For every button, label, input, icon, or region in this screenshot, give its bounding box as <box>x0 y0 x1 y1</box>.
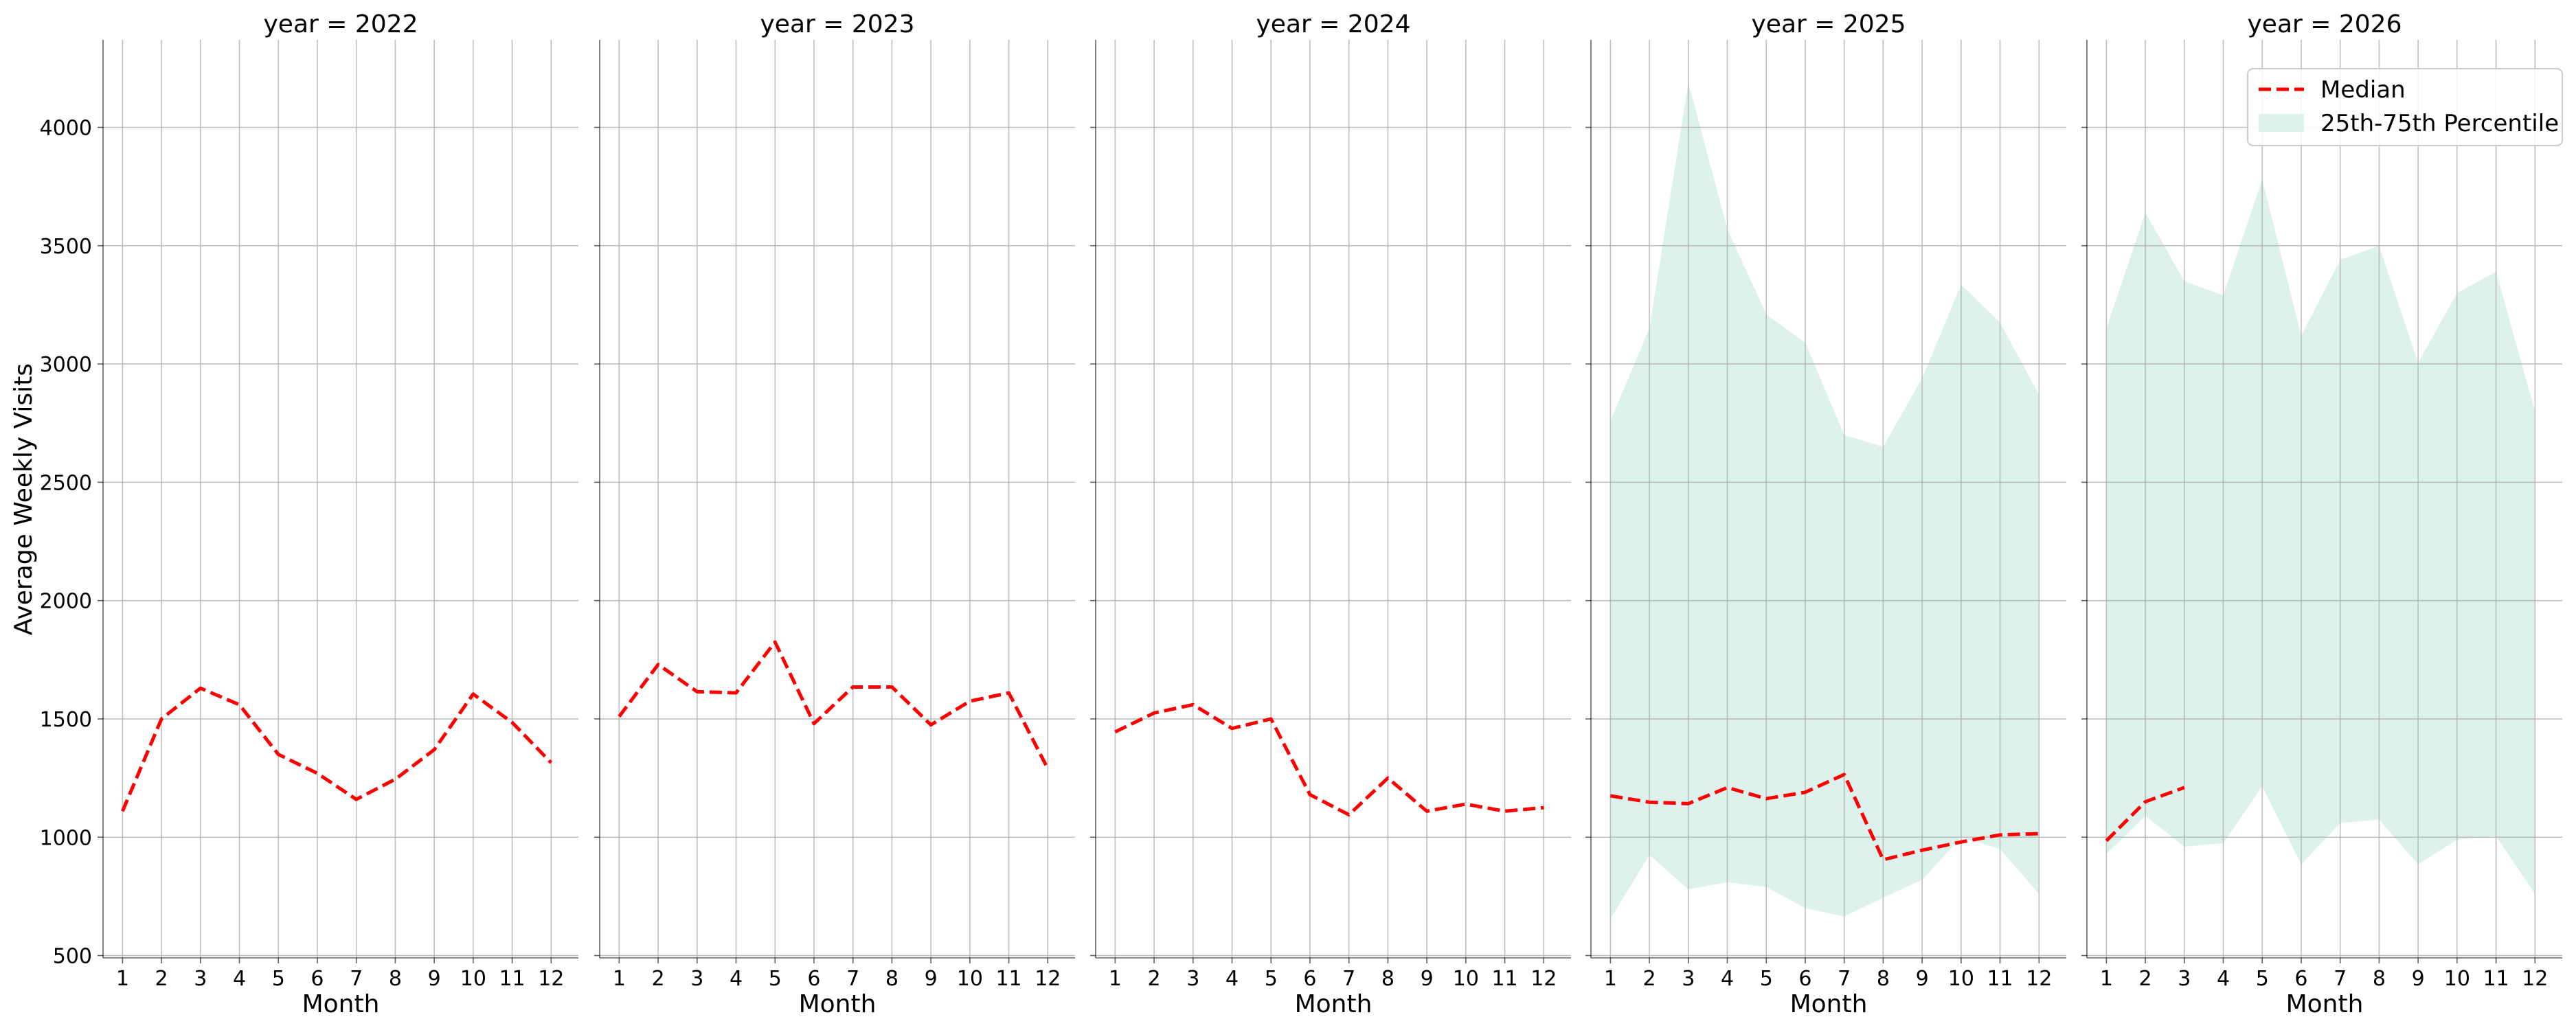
x-tick-label: 1 <box>613 967 626 991</box>
x-tick-label: 7 <box>846 967 859 991</box>
y-tick-label: 1500 <box>40 708 92 732</box>
x-tick-label: 10 <box>957 967 983 991</box>
panel-title: year = 2022 <box>264 10 418 38</box>
x-tick-label: 5 <box>769 967 782 991</box>
y-tick-label: 3500 <box>40 235 92 259</box>
x-tick-label: 3 <box>690 967 703 991</box>
median-line <box>618 640 1050 770</box>
x-tick-label: 12 <box>1530 967 1557 991</box>
x-tick-label: 1 <box>1604 967 1617 991</box>
x-tick-label: 1 <box>116 967 129 991</box>
x-tick-label: 2 <box>155 967 168 991</box>
x-tick-label: 8 <box>2373 967 2386 991</box>
x-axis-title: Month <box>302 990 380 1018</box>
x-tick-label: 9 <box>925 967 938 991</box>
x-tick-label: 11 <box>1987 967 2013 991</box>
legend-median-label: Median <box>2320 76 2406 104</box>
x-tick-label: 7 <box>350 967 363 991</box>
x-tick-label: 8 <box>389 967 402 991</box>
x-axis-title: Month <box>799 990 877 1018</box>
y-axis-title-group: Average Weekly Visits <box>10 363 38 635</box>
x-tick-label: 8 <box>885 967 899 991</box>
x-tick-label: 7 <box>2334 967 2347 991</box>
y-tick-label: 2500 <box>40 471 92 495</box>
x-tick-label: 1 <box>1109 967 1122 991</box>
x-tick-label: 4 <box>1225 967 1239 991</box>
x-tick-label: 5 <box>1760 967 1773 991</box>
x-tick-label: 4 <box>730 967 743 991</box>
percentile-band <box>1610 82 2040 919</box>
x-tick-label: 4 <box>2217 967 2230 991</box>
y-tick-label: 500 <box>53 945 92 969</box>
x-tick-label: 7 <box>1838 967 1851 991</box>
x-tick-label: 2 <box>652 967 665 991</box>
x-tick-label: 3 <box>2178 967 2191 991</box>
percentile-band <box>2106 179 2535 894</box>
x-tick-label: 4 <box>1721 967 1734 991</box>
x-tick-label: 10 <box>2444 967 2470 991</box>
x-tick-label: 8 <box>1877 967 1890 991</box>
legend-band-label: 25th-75th Percentile <box>2320 110 2559 137</box>
panel-title: year = 2024 <box>1256 10 1411 38</box>
median-line <box>1114 702 1544 817</box>
x-tick-label: 12 <box>2522 967 2548 991</box>
x-tick-label: 4 <box>233 967 246 991</box>
x-tick-label: 9 <box>428 967 441 991</box>
x-tick-label: 9 <box>1421 967 1434 991</box>
legend: Median 25th-75th Percentile <box>2247 68 2563 146</box>
x-tick-label: 10 <box>1453 967 1479 991</box>
x-tick-label: 2 <box>1643 967 1656 991</box>
x-axis-title: Month <box>1295 990 1372 1018</box>
median-line <box>1609 772 2040 862</box>
x-tick-label: 9 <box>2412 967 2425 991</box>
x-tick-label: 6 <box>2294 967 2307 991</box>
x-tick-label: 6 <box>310 967 324 991</box>
x-tick-label: 5 <box>272 967 285 991</box>
x-tick-label: 9 <box>1916 967 1929 991</box>
x-tick-label: 6 <box>1303 967 1316 991</box>
x-tick-label: 3 <box>194 967 207 991</box>
x-tick-label: 12 <box>1035 967 1061 991</box>
x-tick-label: 11 <box>2483 967 2509 991</box>
x-tick-label: 6 <box>807 967 820 991</box>
x-axis-title: Month <box>2286 990 2364 1018</box>
panel-title: year = 2026 <box>2248 10 2402 38</box>
x-tick-label: 3 <box>1186 967 1199 991</box>
y-tick-label: 1000 <box>40 826 92 850</box>
legend-band-swatch <box>2259 114 2304 132</box>
x-tick-label: 10 <box>1948 967 1974 991</box>
median-line <box>2105 786 2185 843</box>
y-tick-label: 2000 <box>40 590 92 614</box>
y-axis-title: Average Weekly Visits <box>10 363 38 635</box>
x-tick-label: 10 <box>460 967 486 991</box>
x-tick-label: 6 <box>1798 967 1811 991</box>
x-tick-label: 3 <box>1682 967 1695 991</box>
x-tick-label: 1 <box>2100 967 2113 991</box>
median-line <box>121 686 553 812</box>
x-tick-label: 5 <box>2256 967 2269 991</box>
x-tick-label: 12 <box>538 967 564 991</box>
x-tick-label: 2 <box>1148 967 1161 991</box>
y-tick-label: 3000 <box>40 353 92 377</box>
x-axis-title: Month <box>1790 990 1868 1018</box>
x-tick-label: 2 <box>2139 967 2152 991</box>
panel-title: year = 2025 <box>1752 10 1906 38</box>
x-tick-label: 12 <box>2026 967 2052 991</box>
panel-title: year = 2023 <box>760 10 915 38</box>
y-tick-label: 4000 <box>40 116 92 140</box>
x-tick-label: 8 <box>1381 967 1394 991</box>
x-tick-label: 11 <box>995 967 1021 991</box>
legend-box <box>2247 68 2563 146</box>
x-tick-label: 11 <box>1491 967 1517 991</box>
x-tick-label: 11 <box>499 967 525 991</box>
x-tick-label: 5 <box>1265 967 1278 991</box>
x-tick-label: 7 <box>1342 967 1355 991</box>
